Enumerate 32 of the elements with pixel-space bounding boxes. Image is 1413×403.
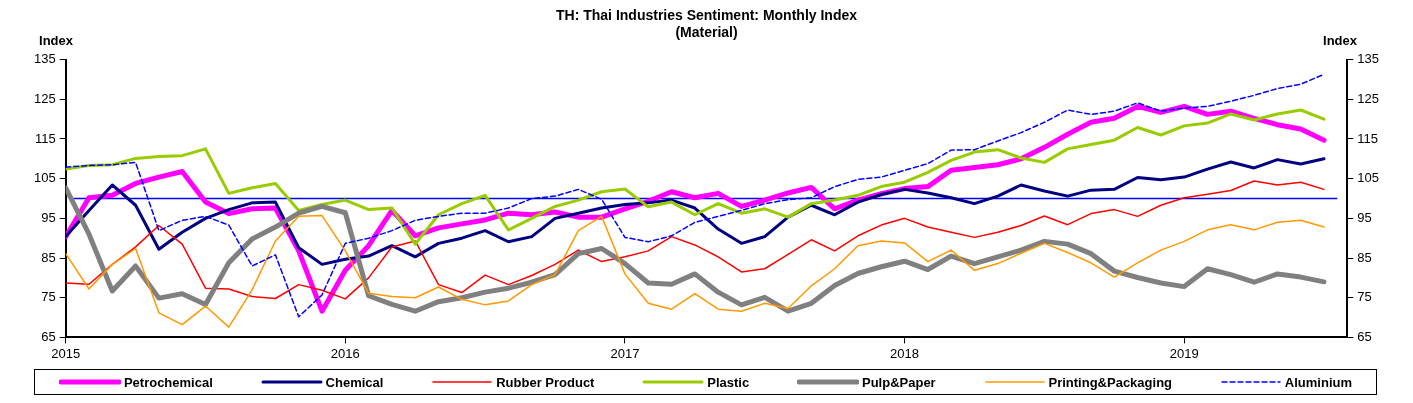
y-tick-label: 105: [33, 170, 56, 186]
legend-label: Plastic: [707, 374, 750, 390]
y-tick-label: 85: [41, 249, 56, 265]
y2-tick-label: 115: [1357, 130, 1379, 146]
legend-label: Rubber Product: [496, 374, 595, 390]
y2-tick-label: 75: [1357, 289, 1372, 305]
y-tick-label: 135: [33, 51, 56, 67]
chart-title: TH: Thai Industries Sentiment: Monthly Index: [555, 7, 858, 24]
y2-tick-label: 135: [1357, 51, 1380, 67]
legend-label: Pulp&Paper: [862, 374, 936, 390]
legend-label: Petrochemical: [123, 374, 213, 390]
x-tick-label: 2018: [890, 345, 920, 361]
x-tick-label: 2016: [330, 345, 360, 361]
y2-tick-label: 95: [1357, 209, 1372, 225]
y-tick-label: 125: [33, 90, 56, 106]
y-tick-label: 75: [41, 289, 56, 305]
y2-tick-label: 105: [1357, 170, 1380, 186]
y-tick-label: 115: [34, 130, 56, 146]
legend-label: Printing&Packaging: [1048, 374, 1173, 390]
legend-label: Aluminium: [1284, 374, 1353, 390]
legend-label: Chemical: [325, 374, 384, 390]
y2-tick-label: 125: [1357, 90, 1380, 106]
x-tick-label: 2015: [51, 345, 81, 361]
y2-axis-title: Index: [1323, 32, 1358, 48]
y2-tick-label: 85: [1357, 249, 1372, 265]
y-tick-label: 65: [41, 328, 56, 344]
x-tick-label: 2019: [1169, 345, 1199, 361]
chart-subtitle: (Material): [675, 24, 738, 41]
y-tick-label: 95: [41, 209, 56, 225]
y2-tick-label: 65: [1357, 328, 1372, 344]
x-tick-label: 2017: [610, 345, 640, 361]
y-axis-title: Index: [39, 32, 74, 48]
